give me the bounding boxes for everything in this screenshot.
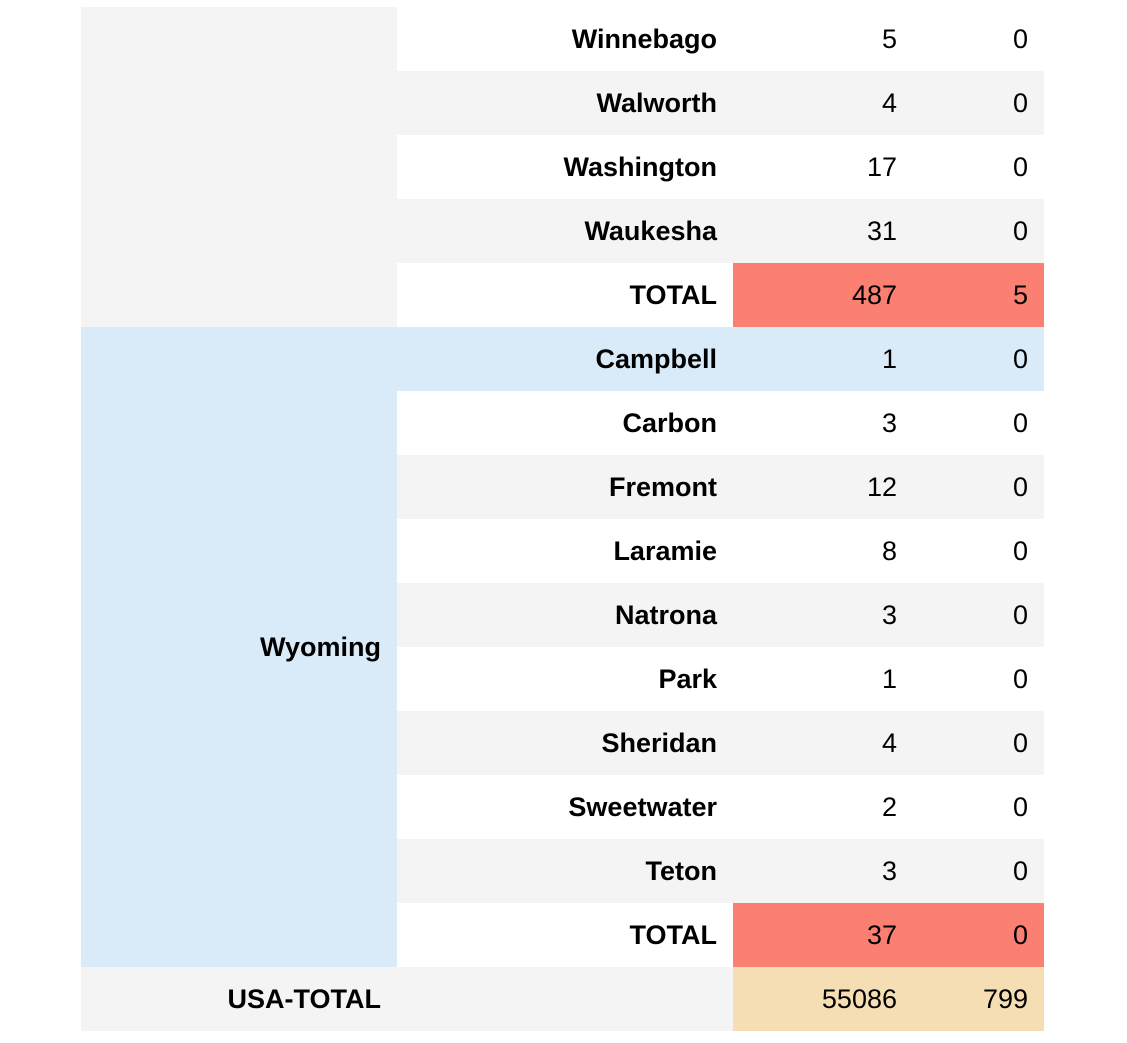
total-label: TOTAL	[397, 263, 733, 327]
county-name: Laramie	[397, 519, 733, 583]
deaths-value: 0	[913, 647, 1044, 711]
usa-total-cases-value: 55086	[733, 967, 913, 1031]
table-row: Wyoming Campbell 1 0	[81, 327, 1044, 967]
county-name: Waukesha	[397, 199, 733, 263]
cases-value: 3	[733, 839, 913, 903]
county-name: Park	[397, 647, 733, 711]
total-label: TOTAL	[397, 903, 733, 967]
table-row: Walworth 4 0	[81, 71, 1044, 135]
cases-value: 4	[733, 71, 913, 135]
deaths-value: 0	[913, 455, 1044, 519]
table-row: Washington 17 0	[81, 135, 1044, 199]
county-name: Winnebago	[397, 7, 733, 71]
deaths-value: 0	[913, 7, 1044, 71]
cases-value: 12	[733, 455, 913, 519]
usa-total-deaths-value: 799	[913, 967, 1044, 1031]
county-name: Campbell	[397, 327, 733, 391]
total-cases-value: 487	[733, 263, 913, 327]
county-name: Sheridan	[397, 711, 733, 775]
cases-value: 8	[733, 519, 913, 583]
county-name: Natrona	[397, 583, 733, 647]
cases-value: 31	[733, 199, 913, 263]
county-name: Walworth	[397, 71, 733, 135]
state-total-row: TOTAL 487 5	[81, 263, 1044, 327]
state-county-table: Winnebago 5 0 Walworth 4 0 Washington 17…	[81, 7, 1044, 1031]
deaths-value: 0	[913, 135, 1044, 199]
deaths-value: 0	[913, 327, 1044, 391]
table-row: Carbon 3 0	[81, 391, 1044, 455]
deaths-value: 0	[913, 583, 1044, 647]
table-row: Sheridan 4 0	[81, 711, 1044, 775]
state-total-row: TOTAL 37 0	[81, 903, 1044, 967]
cases-value: 3	[733, 583, 913, 647]
usa-total-row: USA-TOTAL 55086 799	[81, 967, 1044, 1031]
county-name: Washington	[397, 135, 733, 199]
table-row: Waukesha 31 0	[81, 199, 1044, 263]
total-cases-value: 37	[733, 903, 913, 967]
total-deaths-value: 0	[913, 903, 1044, 967]
deaths-value: 0	[913, 519, 1044, 583]
county-name: Carbon	[397, 391, 733, 455]
county-name: Teton	[397, 839, 733, 903]
deaths-value: 0	[913, 199, 1044, 263]
table-row: Fremont 12 0	[81, 455, 1044, 519]
table-row: Laramie 8 0	[81, 519, 1044, 583]
deaths-value: 0	[913, 71, 1044, 135]
state-cell-wyoming: Wyoming	[81, 327, 397, 967]
table-row: Sweetwater 2 0	[81, 775, 1044, 839]
usa-total-county-blank	[397, 967, 733, 1031]
deaths-value: 0	[913, 839, 1044, 903]
table-row: Park 1 0	[81, 647, 1044, 711]
total-deaths-value: 5	[913, 263, 1044, 327]
deaths-value: 0	[913, 391, 1044, 455]
county-name: Sweetwater	[397, 775, 733, 839]
cases-value: 1	[733, 327, 913, 391]
cases-value: 5	[733, 7, 913, 71]
cases-value: 17	[733, 135, 913, 199]
table-row: Winnebago 5 0	[81, 7, 1044, 327]
deaths-value: 0	[913, 711, 1044, 775]
cases-value: 4	[733, 711, 913, 775]
deaths-value: 0	[913, 775, 1044, 839]
cases-value: 3	[733, 391, 913, 455]
usa-total-label: USA-TOTAL	[81, 967, 397, 1031]
table-row: Teton 3 0	[81, 839, 1044, 903]
cases-value: 1	[733, 647, 913, 711]
table-row: Natrona 3 0	[81, 583, 1044, 647]
county-name: Fremont	[397, 455, 733, 519]
state-cell-wisconsin	[81, 7, 397, 327]
cases-value: 2	[733, 775, 913, 839]
